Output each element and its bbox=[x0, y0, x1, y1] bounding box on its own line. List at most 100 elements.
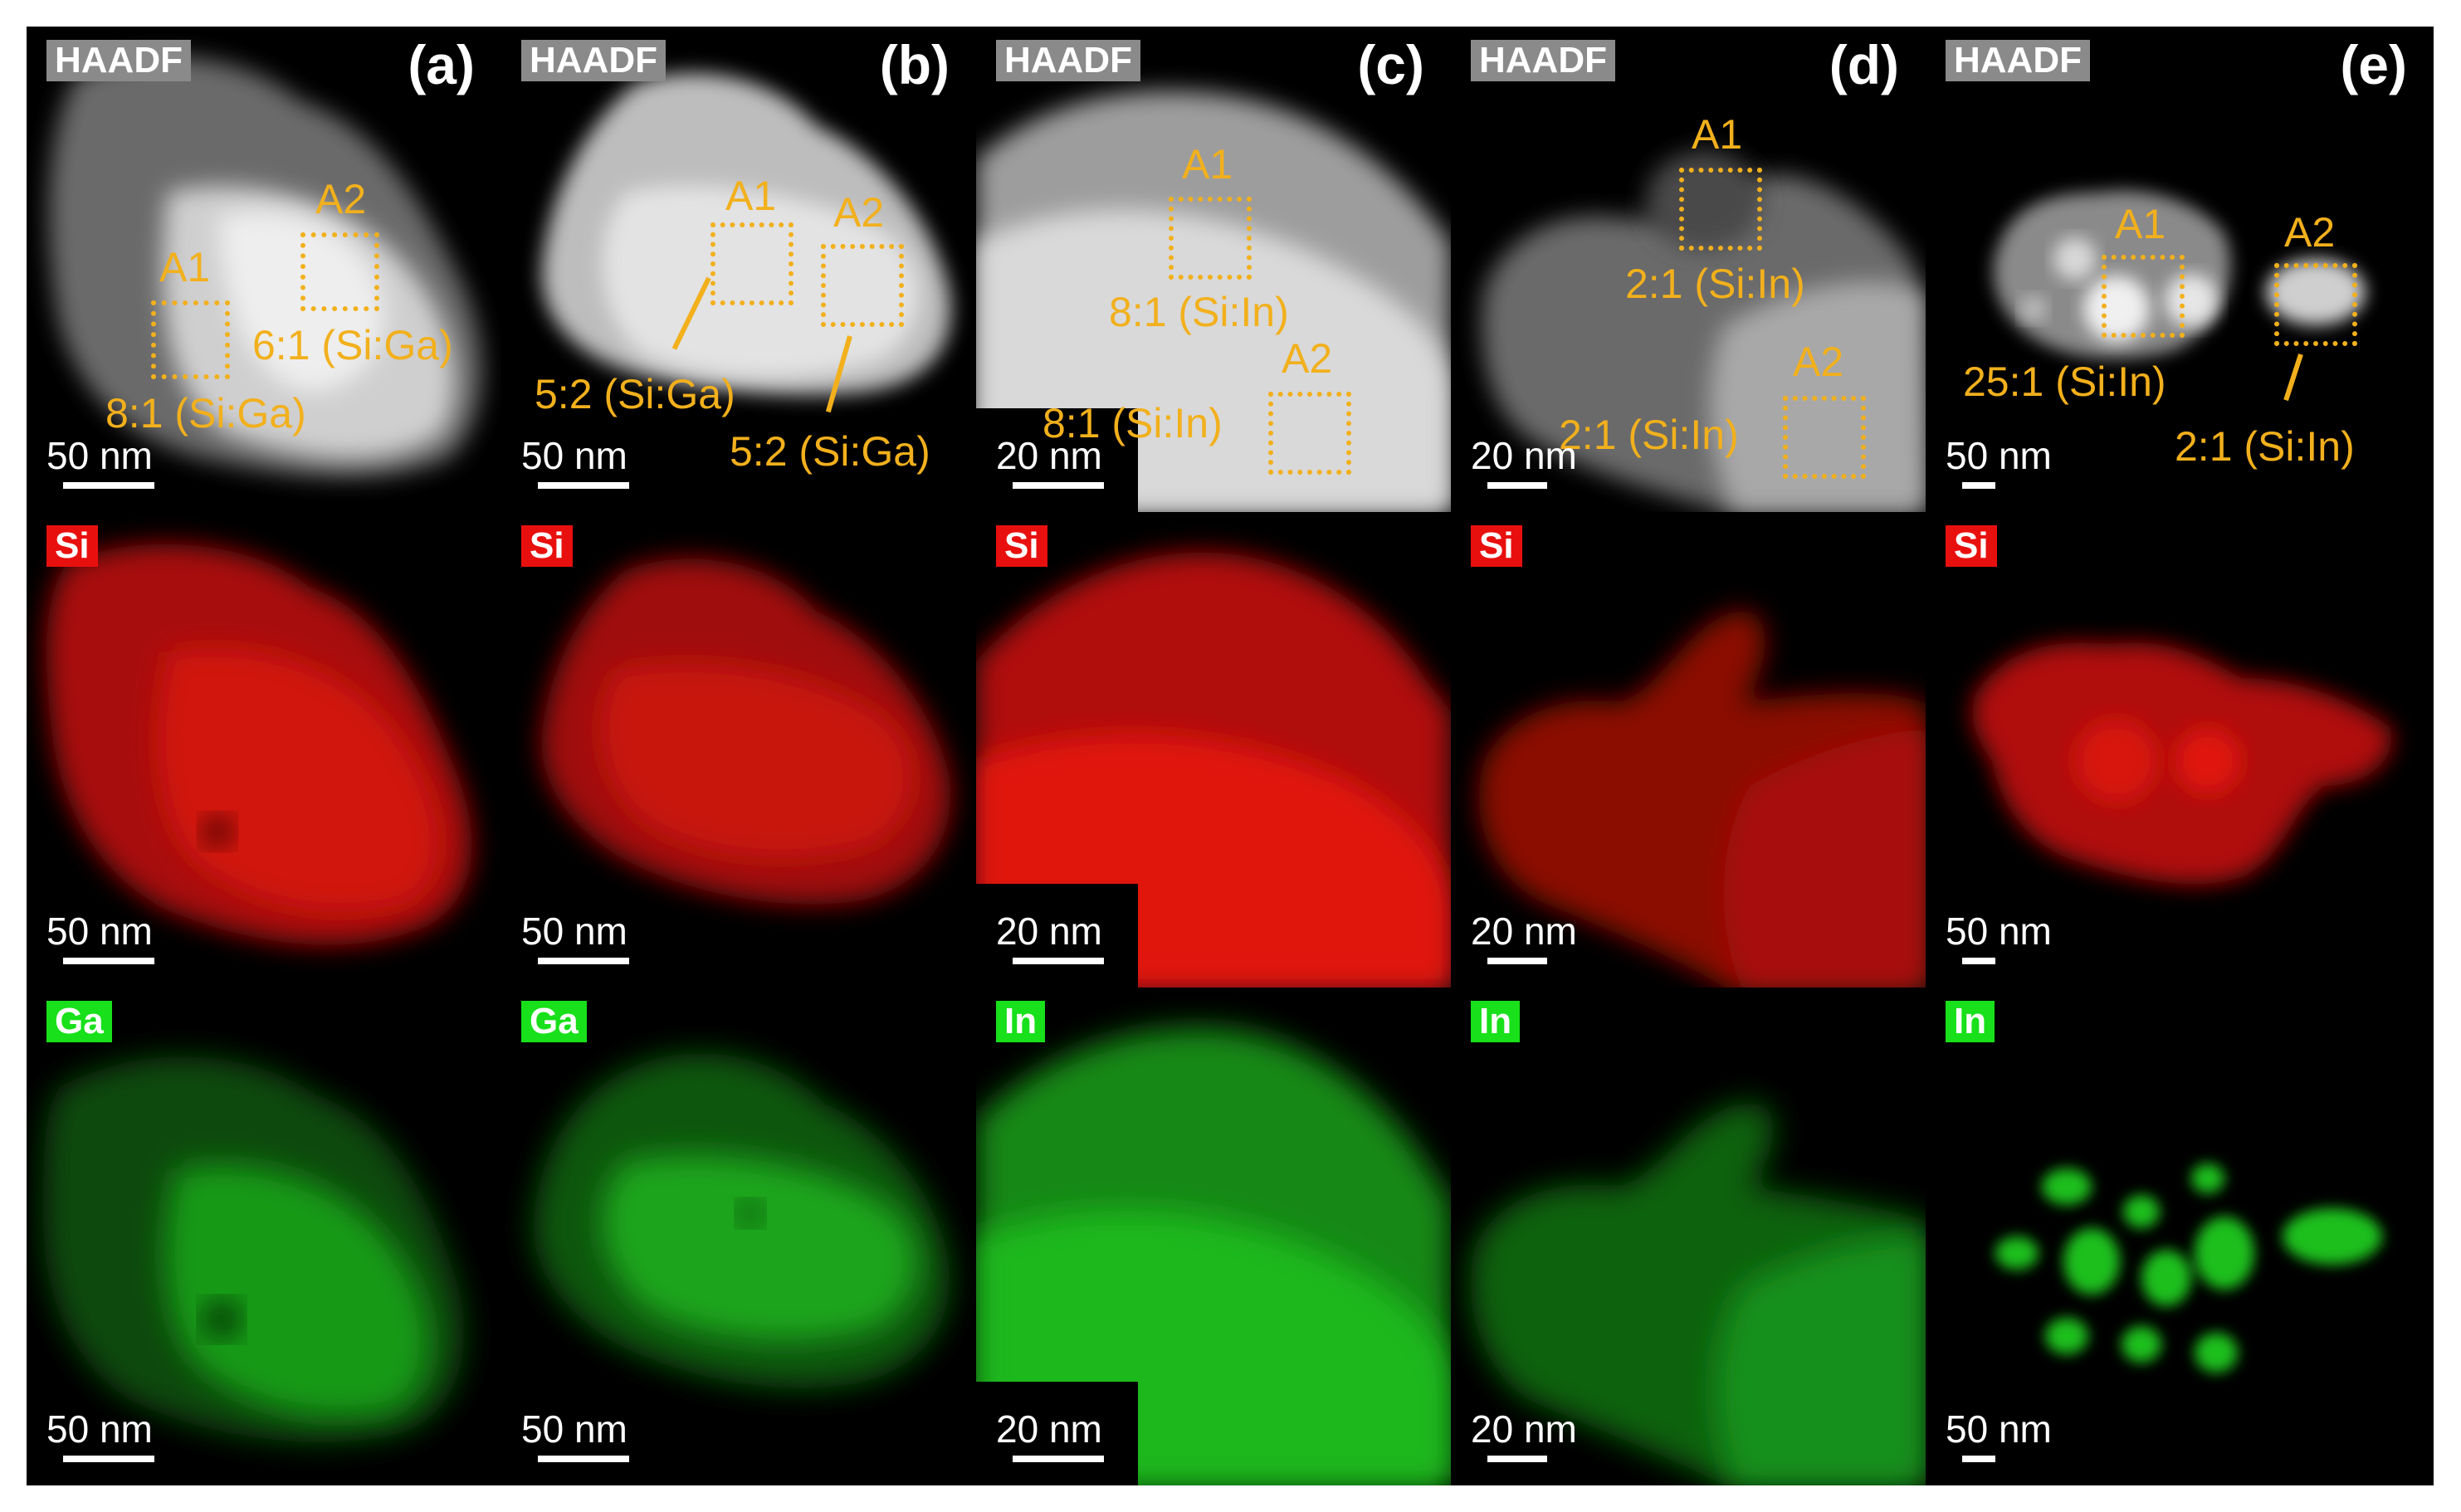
region-ratio-a2: 5:2 (Si:Ga) bbox=[730, 428, 930, 475]
panel-d-in-map: In 20 nm bbox=[1451, 988, 1926, 1485]
region-box-a1 bbox=[2102, 255, 2185, 338]
scale-label: 20 nm bbox=[996, 910, 1102, 953]
scale-bar: 50 nm bbox=[1946, 434, 2052, 489]
haadf-image bbox=[1993, 190, 2366, 358]
scale-label: 20 nm bbox=[1471, 1407, 1577, 1451]
scale-label: 50 nm bbox=[46, 1407, 153, 1451]
region-id-a2: A2 bbox=[2284, 209, 2336, 256]
region-id-a2: A2 bbox=[1282, 335, 1333, 382]
scale-label: 20 nm bbox=[1471, 910, 1577, 953]
region-id-a1: A1 bbox=[725, 173, 777, 219]
scale-label: 50 nm bbox=[1946, 434, 2052, 477]
panel-letter: (d) bbox=[1829, 34, 1899, 95]
scale-bar: 20 nm bbox=[1471, 910, 1577, 964]
haadf-tag: HAADF bbox=[46, 40, 191, 81]
panel-letter: (a) bbox=[408, 34, 475, 95]
haadf-image bbox=[1482, 151, 1926, 512]
si-map-image bbox=[46, 544, 472, 945]
ga-map-image bbox=[43, 1056, 465, 1442]
in-map-image bbox=[1995, 1163, 2382, 1373]
region-id-a2: A2 bbox=[315, 176, 367, 222]
si-tag: Si bbox=[1471, 525, 1522, 567]
ga-tag: Ga bbox=[46, 1001, 112, 1042]
panel-c-in-map: In 20 nm bbox=[976, 988, 1451, 1485]
scale-label: 50 nm bbox=[1946, 910, 2052, 953]
in-map-image bbox=[1470, 1102, 1926, 1485]
scale-label: 20 nm bbox=[996, 1407, 1102, 1451]
si-map-image bbox=[541, 558, 951, 905]
scale-label: 50 nm bbox=[521, 1407, 627, 1451]
region-ratio-a1: 2:1 (Si:In) bbox=[1625, 261, 1805, 307]
panel-d-si-map: Si 20 nm bbox=[1451, 512, 1926, 988]
region-box-a1 bbox=[710, 222, 793, 305]
panel-e-in-map: In 50 nm bbox=[1926, 988, 2434, 1485]
region-box-a1 bbox=[151, 300, 230, 379]
in-tag: In bbox=[1471, 1001, 1521, 1042]
ga-tag: Ga bbox=[521, 1001, 587, 1042]
scale-bar: 50 nm bbox=[1946, 1407, 2052, 1462]
scale-label: 20 nm bbox=[996, 434, 1102, 477]
region-id-a1: A1 bbox=[1182, 141, 1233, 188]
region-box-a1 bbox=[1169, 197, 1252, 280]
haadf-tag: HAADF bbox=[521, 40, 666, 81]
region-ratio-a1: 25:1 (Si:In) bbox=[1963, 358, 2166, 405]
panel-c-haadf: HAADF (c) A1 8:1 (Si:In) A2 8:1 (Si:In) … bbox=[976, 27, 1451, 512]
scale-bar: 50 nm bbox=[1946, 910, 2052, 964]
region-box-a2 bbox=[2274, 263, 2357, 346]
region-box-a2 bbox=[821, 244, 904, 327]
scale-label: 20 nm bbox=[1471, 434, 1577, 477]
panel-c-si-map: Si 20 nm bbox=[976, 512, 1451, 988]
panel-letter: (b) bbox=[879, 34, 950, 95]
scale-bar: 50 nm bbox=[46, 434, 154, 489]
scale-label: 50 nm bbox=[1946, 1407, 2052, 1451]
region-ratio-a1: 5:2 (Si:Ga) bbox=[535, 371, 735, 417]
scale-bar: 50 nm bbox=[46, 1407, 154, 1462]
scale-bar: 50 nm bbox=[521, 1407, 629, 1462]
si-map-image bbox=[1478, 611, 1926, 988]
scale-label: 50 nm bbox=[521, 434, 627, 477]
panel-a-haadf: HAADF (a) A1 8:1 (Si:Ga) A2 6:1 (Si:Ga) … bbox=[27, 27, 501, 512]
panel-letter: (e) bbox=[2340, 34, 2407, 95]
scale-bar: 20 nm bbox=[1471, 434, 1577, 489]
panel-e-haadf: HAADF (e) A1 25:1 (Si:In) A2 2:1 (Si:In)… bbox=[1926, 27, 2434, 512]
region-box-a2 bbox=[1783, 396, 1866, 479]
si-tag: Si bbox=[46, 525, 98, 567]
region-ratio-a2: 8:1 (Si:In) bbox=[1043, 400, 1223, 446]
panel-b-ga-map: Ga 50 nm bbox=[501, 988, 976, 1485]
in-tag: In bbox=[996, 1001, 1046, 1042]
haadf-tag: HAADF bbox=[996, 40, 1140, 81]
haadf-tag: HAADF bbox=[1471, 40, 1615, 81]
region-id-a1: A1 bbox=[1692, 111, 1743, 158]
region-id-a2: A2 bbox=[1793, 339, 1844, 385]
si-map-image bbox=[1972, 642, 2392, 885]
region-box-a2 bbox=[1268, 392, 1351, 475]
region-id-a2: A2 bbox=[833, 189, 885, 236]
scale-bar: 20 nm bbox=[996, 434, 1104, 489]
figure-grid: HAADF (a) A1 8:1 (Si:Ga) A2 6:1 (Si:Ga) … bbox=[27, 27, 2434, 1485]
region-box-a1 bbox=[1679, 168, 1762, 251]
si-tag: Si bbox=[1946, 525, 1997, 567]
scale-label: 50 nm bbox=[46, 910, 153, 953]
si-tag: Si bbox=[996, 525, 1047, 567]
scale-bar: 20 nm bbox=[996, 1407, 1104, 1462]
region-ratio-a1: 8:1 (Si:In) bbox=[1109, 289, 1289, 335]
in-tag: In bbox=[1946, 1001, 1995, 1042]
region-id-a1: A1 bbox=[159, 244, 211, 290]
scale-bar: 20 nm bbox=[996, 910, 1104, 964]
region-ratio-a2: 2:1 (Si:In) bbox=[2175, 423, 2355, 470]
region-ratio-a2: 2:1 (Si:In) bbox=[1559, 412, 1739, 458]
panel-b-si-map: Si 50 nm bbox=[501, 512, 976, 988]
ga-map-image bbox=[533, 1053, 950, 1388]
haadf-tag: HAADF bbox=[1946, 40, 2090, 81]
scale-label: 50 nm bbox=[521, 910, 627, 953]
panel-letter: (c) bbox=[1357, 34, 1424, 95]
haadf-image bbox=[48, 56, 482, 478]
panel-a-si-map: Si 50 nm bbox=[27, 512, 501, 988]
si-tag: Si bbox=[521, 525, 573, 567]
panel-b-haadf: HAADF (b) A1 5:2 (Si:Ga) A2 5:2 (Si:Ga) … bbox=[501, 27, 976, 512]
scale-label: 50 nm bbox=[46, 434, 153, 477]
panel-e-si-map: Si 50 nm bbox=[1926, 512, 2434, 988]
panel-a-ga-map: Ga 50 nm bbox=[27, 988, 501, 1485]
scale-bar: 50 nm bbox=[46, 910, 154, 964]
region-ratio-a2: 6:1 (Si:Ga) bbox=[252, 322, 453, 368]
